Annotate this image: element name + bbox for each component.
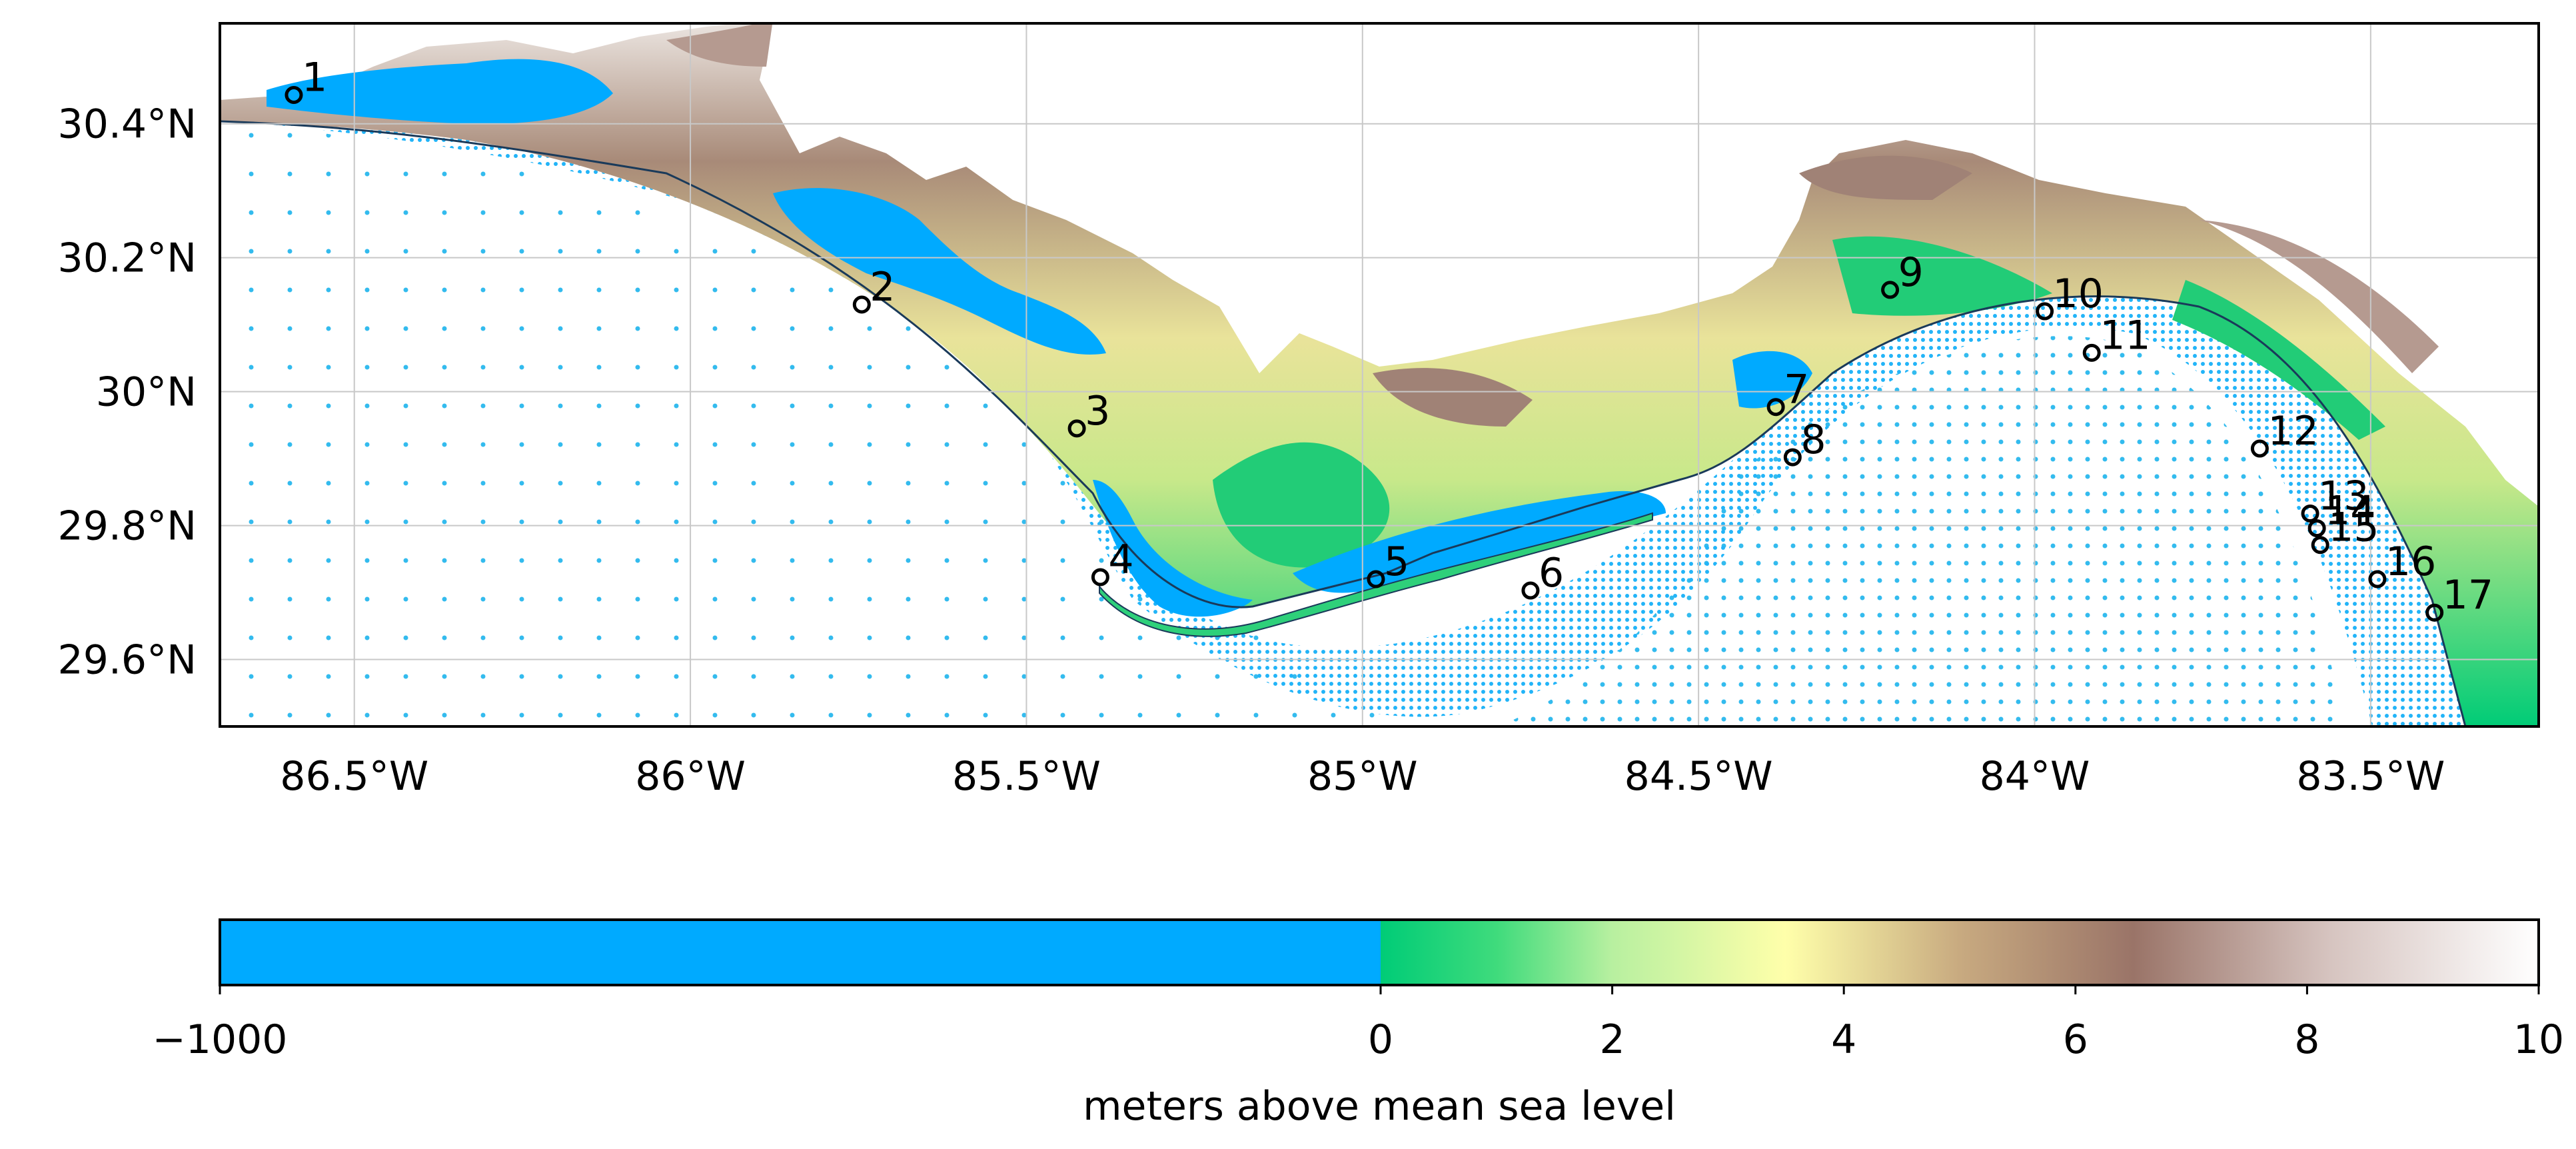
station-label: 9: [1898, 249, 1924, 296]
colorbar-tick-label: 4: [1831, 1016, 1856, 1063]
lat-tick-label: 30.4°N: [58, 101, 197, 148]
lon-tick-label: 84.5°W: [1624, 753, 1773, 800]
station-label: 15: [2328, 505, 2379, 551]
station-marker: [2036, 302, 2054, 321]
station-label: 4: [1108, 537, 1133, 583]
bay: [1093, 480, 1253, 617]
colorbar-tick-label: −1000: [153, 1016, 288, 1063]
colorbar: −1000 0 2 4 6 8 10 meters above mean sea level: [153, 918, 2564, 1130]
lat-tick-label: 29.8°N: [58, 503, 197, 550]
station-label: 5: [1384, 539, 1409, 585]
station-marker: [1367, 570, 1385, 588]
station-label: 2: [870, 264, 895, 311]
colorbar-water-segment: [220, 920, 1381, 985]
upland-patch: [2199, 220, 2439, 373]
station-marker: [2301, 504, 2319, 523]
bay: [1293, 491, 1666, 593]
lon-tick-label: 85°W: [1307, 753, 1418, 800]
station-marker: [285, 86, 303, 105]
lowland-patch: [2172, 280, 2385, 440]
lon-tick-label: 86°W: [635, 753, 746, 800]
station-label: 10: [2053, 271, 2104, 317]
station-marker: [2311, 536, 2329, 555]
lowland-patch: [1213, 442, 1390, 568]
upland-patch: [666, 23, 773, 67]
lat-tick-label: 29.6°N: [58, 637, 197, 684]
colorbar-tick-label: 6: [2063, 1016, 2088, 1063]
station-label: 14: [2325, 488, 2375, 535]
station-label: 13: [2318, 473, 2369, 519]
station-marker: [1783, 448, 1802, 467]
station-marker: [1091, 568, 1109, 586]
bay: [267, 59, 613, 125]
latitude-axis: 30.4°N 30.2°N 30°N 29.8°N 29.6°N: [58, 101, 197, 684]
station-marker: [1521, 581, 1540, 600]
lon-tick-label: 83.5°W: [2296, 753, 2445, 800]
barrier-island: [1099, 512, 1653, 637]
lon-tick-label: 84°W: [1980, 753, 2090, 800]
upland-patch: [1799, 155, 1972, 200]
station-label: 17: [2443, 572, 2493, 618]
station-label: 8: [1800, 417, 1826, 463]
lat-tick-label: 30.2°N: [58, 235, 197, 282]
gulf-water: [220, 120, 2465, 726]
colorbar-land-segment: [1381, 920, 2539, 985]
station-marker: [2307, 519, 2326, 538]
station-marker: [2250, 439, 2269, 458]
colorbar-ticks: −1000 0 2 4 6 8 10: [153, 985, 2564, 1063]
map-frame: [219, 22, 2540, 728]
station-marker: [1766, 398, 1785, 417]
graticule: [220, 23, 2539, 726]
station-marker: [852, 295, 871, 314]
colorbar-tick-label: 2: [1600, 1016, 1625, 1063]
station-label: 7: [1784, 367, 1809, 413]
bay: [773, 188, 1106, 355]
station-label: 16: [2385, 539, 2436, 585]
colorbar-tick-label: 0: [1368, 1016, 1393, 1063]
lon-tick-label: 85.5°W: [952, 753, 1101, 800]
bay: [1732, 351, 1812, 409]
coastline: [220, 120, 2467, 726]
colorbar-frame: [219, 918, 2540, 986]
station-label: 12: [2267, 408, 2318, 455]
station-label: 3: [1085, 388, 1110, 435]
lon-tick-label: 86.5°W: [280, 753, 428, 800]
station-label: 6: [1539, 550, 1564, 596]
colorbar-tick-label: 10: [2513, 1016, 2564, 1063]
station-marker: [2082, 343, 2101, 362]
colorbar-tick-label: 8: [2294, 1016, 2319, 1063]
station-marker: [1067, 419, 1086, 438]
station-marker: [2368, 570, 2387, 588]
colorbar-label: meters above mean sea level: [1083, 1083, 1676, 1130]
station-label: 11: [2100, 312, 2150, 359]
station-marker: [1881, 281, 1900, 299]
longitude-axis: 86.5°W 86°W 85.5°W 85°W 84.5°W 84°W 83.5°W: [280, 753, 2445, 800]
station-marker: [2425, 603, 2444, 622]
lat-tick-label: 30°N: [96, 369, 197, 416]
station-label: 1: [302, 55, 327, 101]
upland-patch: [1373, 368, 1533, 427]
